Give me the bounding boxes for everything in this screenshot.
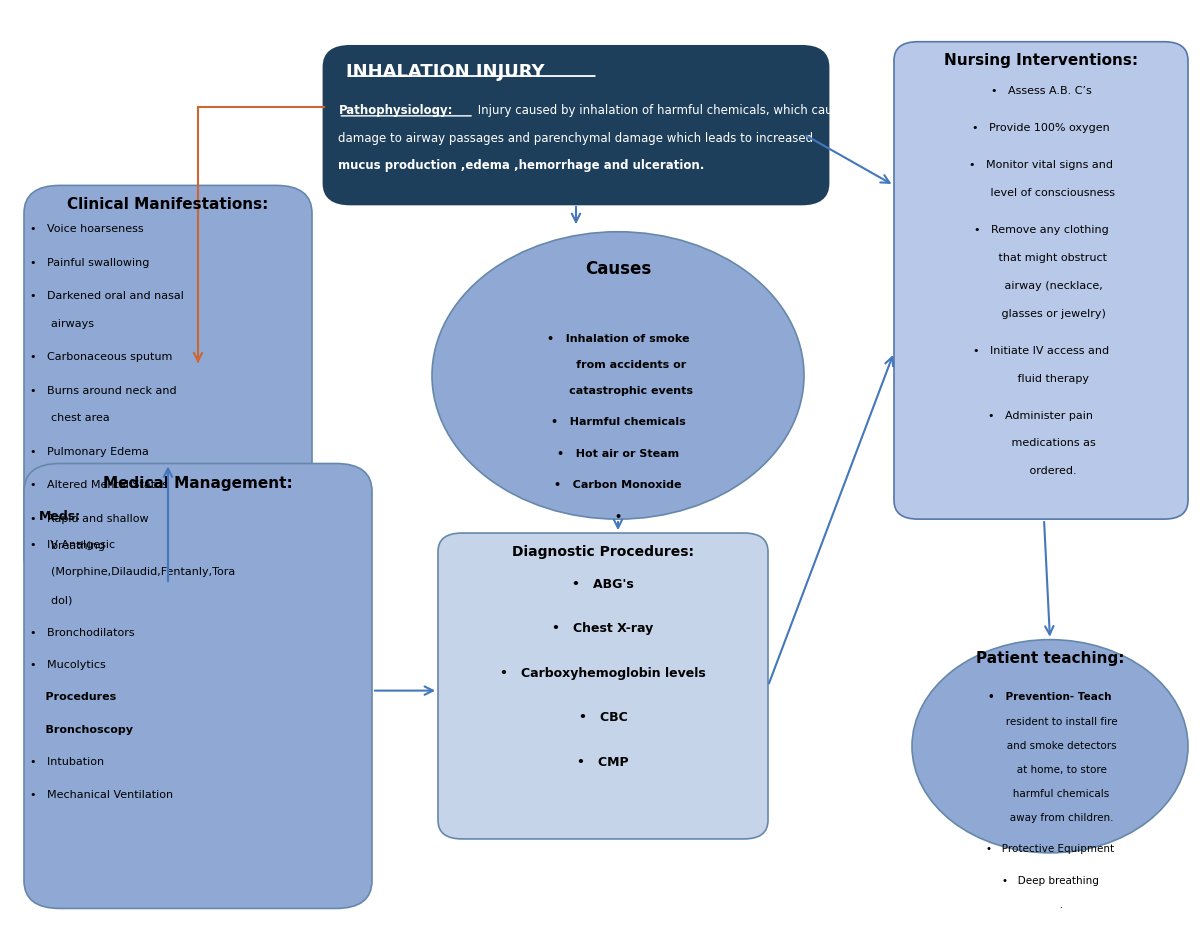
Text: •   Administer pain: • Administer pain: [989, 411, 1093, 421]
Text: •   Inhalation of smoke: • Inhalation of smoke: [547, 334, 689, 344]
Text: •   Remove any clothing: • Remove any clothing: [973, 225, 1109, 235]
Text: •   Carbon Monoxide: • Carbon Monoxide: [554, 480, 682, 490]
Text: Procedures: Procedures: [30, 692, 116, 703]
Text: medications as: medications as: [986, 438, 1096, 449]
Text: harmful chemicals: harmful chemicals: [990, 789, 1110, 799]
Text: Bronchoscopy: Bronchoscopy: [30, 725, 133, 735]
Text: damage to airway passages and parenchymal damage which leads to increased: damage to airway passages and parenchyma…: [338, 132, 814, 145]
Text: Patient teaching:: Patient teaching:: [976, 651, 1124, 666]
Text: Causes: Causes: [584, 260, 652, 277]
Text: •   Pulmonary Edema: • Pulmonary Edema: [30, 447, 149, 457]
Text: •   Chest X-ray: • Chest X-ray: [552, 622, 654, 635]
Text: ordered.: ordered.: [1006, 466, 1076, 476]
Text: •   Rapid and shallow: • Rapid and shallow: [30, 514, 149, 524]
Text: away from children.: away from children.: [986, 813, 1114, 823]
Text: •   Intubation: • Intubation: [30, 757, 104, 768]
FancyBboxPatch shape: [24, 185, 312, 584]
Text: •   Carboxyhemoglobin levels: • Carboxyhemoglobin levels: [500, 667, 706, 679]
Text: INHALATION INJURY: INHALATION INJURY: [346, 63, 545, 81]
Text: •   Assess A.B. C’s: • Assess A.B. C’s: [991, 86, 1091, 96]
Text: chest area: chest area: [30, 413, 109, 424]
Text: •   Burns around neck and: • Burns around neck and: [30, 386, 176, 396]
Text: from accidents or: from accidents or: [550, 360, 686, 370]
FancyBboxPatch shape: [324, 46, 828, 204]
FancyBboxPatch shape: [24, 464, 372, 908]
Text: •   Mechanical Ventilation: • Mechanical Ventilation: [30, 790, 173, 800]
Text: •   Carbonaceous sputum: • Carbonaceous sputum: [30, 352, 173, 362]
Text: .: .: [1037, 900, 1063, 910]
Text: Injury caused by inhalation of harmful chemicals, which causes: Injury caused by inhalation of harmful c…: [474, 104, 852, 117]
Text: •   Monitor vital signs and: • Monitor vital signs and: [970, 160, 1114, 171]
Text: •   Painful swallowing: • Painful swallowing: [30, 258, 149, 268]
Text: •   Deep breathing: • Deep breathing: [1002, 876, 1098, 886]
Text: •: •: [614, 512, 622, 522]
Text: airways: airways: [30, 319, 94, 329]
Text: that might obstruct: that might obstruct: [974, 253, 1108, 263]
Text: level of consciousness: level of consciousness: [966, 188, 1116, 198]
Text: •   CBC: • CBC: [578, 711, 628, 724]
Text: •   Initiate IV access and: • Initiate IV access and: [973, 346, 1109, 356]
Circle shape: [432, 232, 804, 519]
Text: •   Protective Equipment: • Protective Equipment: [986, 844, 1114, 855]
Text: •   Altered Mental Status: • Altered Mental Status: [30, 480, 168, 490]
Text: •   Provide 100% oxygen: • Provide 100% oxygen: [972, 123, 1110, 133]
Text: •   ABG's: • ABG's: [572, 578, 634, 590]
Text: Pathophysiology:: Pathophysiology:: [338, 104, 452, 117]
Text: •   CMP: • CMP: [577, 756, 629, 768]
Text: and smoke detectors: and smoke detectors: [984, 741, 1116, 751]
Text: •   Bronchodilators: • Bronchodilators: [30, 628, 134, 638]
Text: •   Prevention- Teach: • Prevention- Teach: [989, 692, 1111, 703]
Text: (Morphine,Dilaudid,Fentanly,Tora: (Morphine,Dilaudid,Fentanly,Tora: [30, 567, 235, 578]
Text: breathing: breathing: [30, 541, 106, 552]
Text: catastrophic events: catastrophic events: [542, 386, 694, 396]
Text: Nursing Interventions:: Nursing Interventions:: [944, 53, 1138, 68]
Text: resident to install fire: resident to install fire: [983, 717, 1117, 727]
Text: glasses or jewelry): glasses or jewelry): [977, 309, 1105, 319]
Text: Clinical Manifestations:: Clinical Manifestations:: [67, 197, 269, 212]
Text: fluid therapy: fluid therapy: [994, 374, 1090, 384]
Text: •   Hot air or Steam: • Hot air or Steam: [557, 449, 679, 459]
Text: •   IV Analgesic: • IV Analgesic: [30, 540, 115, 550]
Text: dol): dol): [30, 595, 72, 605]
Text: •   Mucolytics: • Mucolytics: [30, 660, 106, 670]
Text: Medical Management:: Medical Management:: [103, 476, 293, 490]
Text: •   Voice hoarseness: • Voice hoarseness: [30, 224, 144, 235]
Text: at home, to store: at home, to store: [994, 765, 1106, 775]
FancyBboxPatch shape: [438, 533, 768, 839]
Circle shape: [912, 640, 1188, 853]
FancyBboxPatch shape: [894, 42, 1188, 519]
Text: mucus production ,edema ,hemorrhage and ulceration.: mucus production ,edema ,hemorrhage and …: [338, 159, 704, 172]
Text: Meds:: Meds:: [38, 510, 80, 523]
Text: •   Harmful chemicals: • Harmful chemicals: [551, 417, 685, 427]
Text: Diagnostic Procedures:: Diagnostic Procedures:: [512, 545, 694, 559]
Text: •   Darkened oral and nasal: • Darkened oral and nasal: [30, 291, 184, 301]
Text: airway (necklace,: airway (necklace,: [979, 281, 1103, 291]
